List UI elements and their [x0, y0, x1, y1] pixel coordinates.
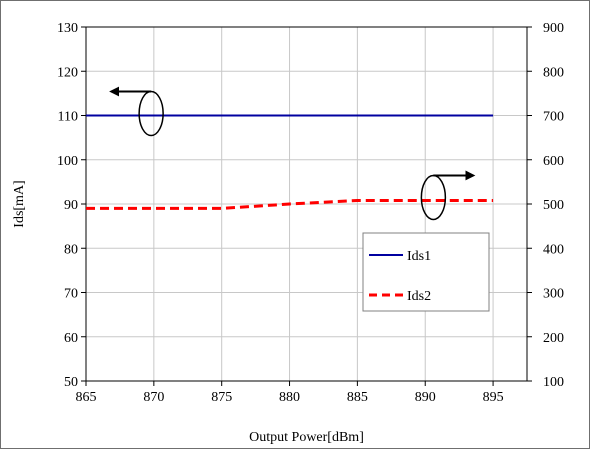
- legend-box: [362, 232, 490, 312]
- x-tick-label: 885: [347, 390, 368, 405]
- series-line-ids2: [86, 198, 494, 210]
- y2-tick-label: 600: [543, 154, 564, 169]
- annotation-ellipse: [138, 90, 164, 137]
- y2-tick-label: 100: [543, 375, 564, 390]
- y-tick-label: 70: [64, 287, 78, 302]
- y2-tick-label: 200: [543, 331, 564, 346]
- y2-tick-label: 300: [543, 287, 564, 302]
- y-tick-label: 110: [58, 110, 78, 125]
- x-axis-label: Output Power[dBm]: [249, 430, 364, 445]
- x-tick-label: 865: [76, 390, 97, 405]
- y2-tick-label: 700: [543, 110, 564, 125]
- legend-label: Ids2: [407, 289, 431, 304]
- y2-tick-label: 500: [543, 198, 564, 213]
- x-tick-label: 880: [279, 390, 300, 405]
- y-axis-label: Ids[mA]: [12, 180, 27, 227]
- y-tick-label: 90: [64, 198, 78, 213]
- x-tick-label: 895: [483, 390, 504, 405]
- x-tick-label: 890: [415, 390, 436, 405]
- legend: Ids1 Ids2: [362, 232, 490, 312]
- y-tick-label: 50: [64, 375, 78, 390]
- y2-tick-label: 400: [543, 242, 564, 257]
- x-tick-label: 870: [143, 390, 164, 405]
- axis-indicator-annotations: [109, 86, 476, 221]
- y-tick-label: 120: [57, 65, 78, 80]
- legend-label: Ids1: [407, 249, 431, 264]
- y2-tick-label: 800: [543, 65, 564, 80]
- tick-labels: 50 100 60 200 70 300 80 400 90 500 100 600 110 700 120…: [57, 21, 564, 405]
- y-tick-label: 60: [64, 331, 78, 346]
- grid-lines: [85, 26, 528, 382]
- series-layer: [86, 114, 494, 210]
- y-tick-label: 80: [64, 242, 78, 257]
- y-tick-label: 100: [57, 154, 78, 169]
- y-tick-label: 130: [57, 21, 78, 36]
- x-tick-label: 875: [211, 390, 232, 405]
- y2-tick-label: 900: [543, 21, 564, 36]
